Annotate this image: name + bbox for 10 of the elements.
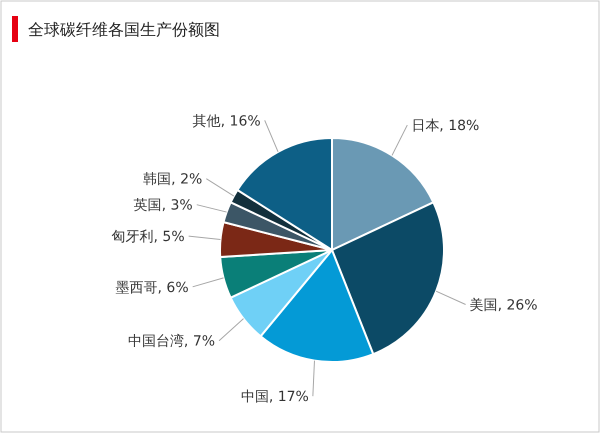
chart-title: 全球碳纤维各国生产份额图 [28,20,220,39]
slice-label: 日本, 18% [411,118,480,134]
slice-label: 匈牙利, 5% [112,229,185,246]
slice-label: 美国, 26% [470,297,538,314]
slice-label: 中国台湾, 7% [128,334,216,350]
slice-label: 英国, 3% [134,198,193,214]
slice-label: 墨西哥, 6% [116,280,189,296]
slice-label: 中国, 17% [240,389,309,406]
slice-label: 其他, 16% [192,113,261,130]
slice-label: 韩国, 2% [143,172,202,188]
